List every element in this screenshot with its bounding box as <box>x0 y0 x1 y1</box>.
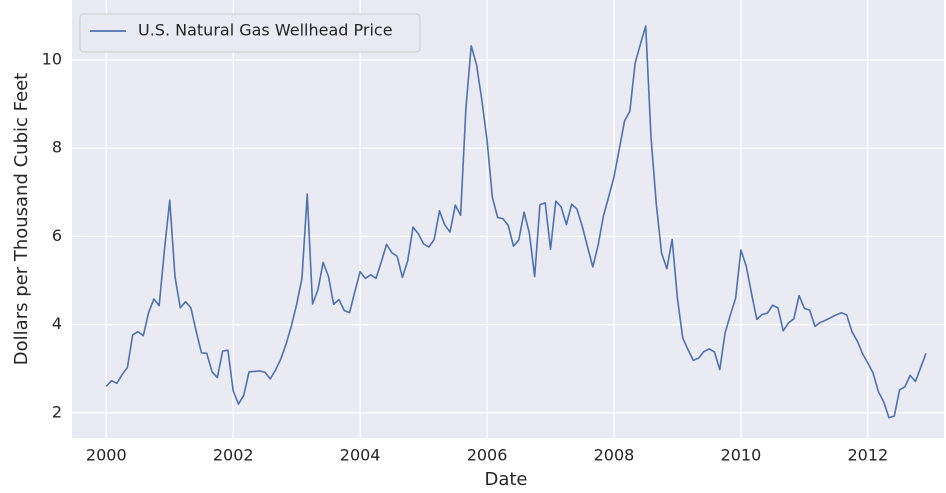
y-tick-label: 4 <box>52 314 62 333</box>
legend: U.S. Natural Gas Wellhead Price <box>79 13 421 53</box>
y-tick-label: 2 <box>52 402 62 421</box>
x-tick-label: 2004 <box>340 446 381 465</box>
y-tick-label: 10 <box>42 49 62 68</box>
y-tick-label: 6 <box>52 226 62 245</box>
x-axis-label: Date <box>484 469 527 490</box>
x-tick-label: 2002 <box>213 446 254 465</box>
y-tick-label: 8 <box>52 138 62 157</box>
plot-area <box>72 0 944 438</box>
line-series <box>105 25 927 419</box>
x-tick-label: 2000 <box>86 446 127 465</box>
legend-label: U.S. Natural Gas Wellhead Price <box>138 21 393 40</box>
legend-box <box>79 13 421 53</box>
y-axis-label: Dollars per Thousand Cubic Feet <box>11 73 32 365</box>
x-tick-label: 2010 <box>721 446 762 465</box>
x-tick-label: 2012 <box>847 446 888 465</box>
x-tick-label: 2008 <box>594 446 635 465</box>
x-tick-label: 2006 <box>467 446 508 465</box>
